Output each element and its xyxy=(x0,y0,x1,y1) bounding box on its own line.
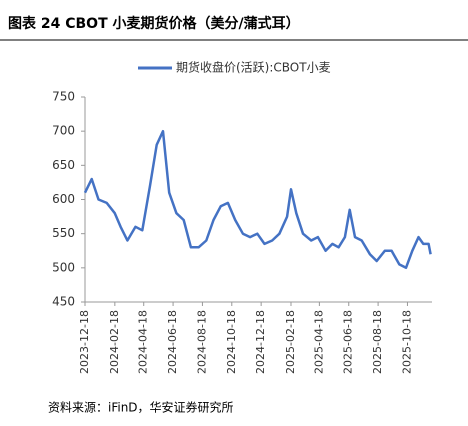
x-tick-label: 2024-12-18 xyxy=(254,310,267,374)
y-tick-label: 600 xyxy=(52,192,75,206)
x-tick-label: 2025-04-18 xyxy=(312,310,325,374)
source-note: 资料来源：iFinD，华安证券研究所 xyxy=(48,400,234,415)
y-tick-label: 750 xyxy=(52,90,75,104)
x-tick-label: 2024-10-18 xyxy=(225,310,238,374)
x-tick-label: 2025-08-18 xyxy=(371,310,384,374)
legend-label: 期货收盘价(活跃):CBOT小麦 xyxy=(176,60,331,75)
y-tick-label: 450 xyxy=(52,295,75,309)
x-tick-label: 2025-10-18 xyxy=(400,310,413,374)
y-tick-label: 500 xyxy=(52,260,75,274)
x-tick-label: 2024-06-18 xyxy=(166,310,179,374)
y-tick-label: 650 xyxy=(52,158,75,172)
y-tick-label: 550 xyxy=(52,226,75,240)
x-tick-label: 2025-02-18 xyxy=(284,310,297,374)
x-tick-label: 2024-08-18 xyxy=(195,310,208,374)
x-tick-label: 2024-04-18 xyxy=(137,310,150,374)
x-tick-label: 2023-12-18 xyxy=(78,310,91,374)
x-tick-label: 2024-02-18 xyxy=(108,310,121,374)
x-tick-label: 2025-06-18 xyxy=(342,310,355,374)
price-line xyxy=(83,129,432,270)
y-tick-label: 700 xyxy=(52,124,75,138)
chart-title: 图表 24 CBOT 小麦期货价格（美分/蒲式耳） xyxy=(8,15,300,32)
